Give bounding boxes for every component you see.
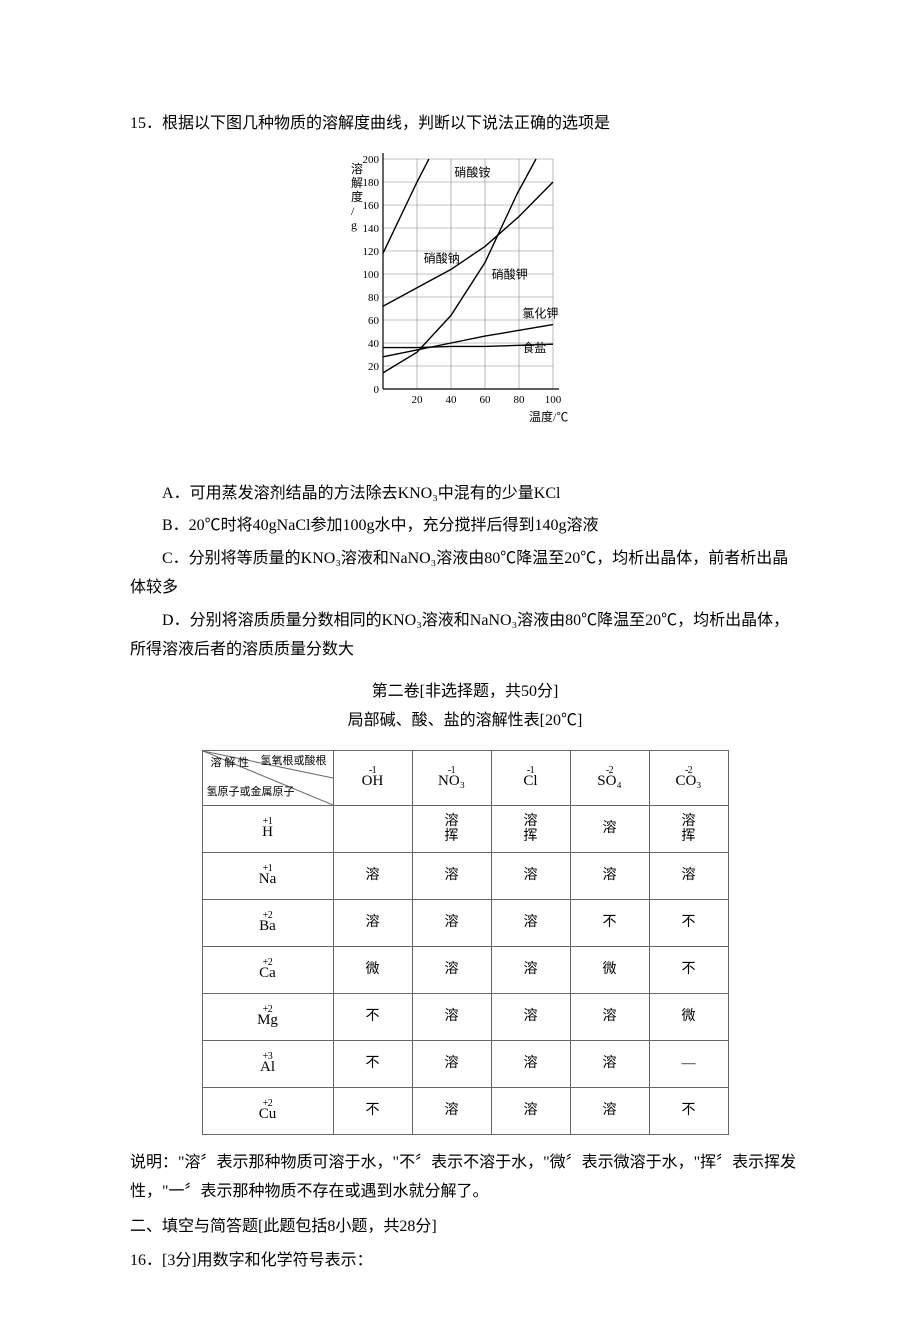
svg-text:0: 0 — [374, 384, 380, 396]
svg-text:120: 120 — [363, 246, 380, 258]
svg-text:100: 100 — [363, 269, 380, 281]
svg-text:/: / — [351, 204, 355, 218]
fill-section-heading: 二、填空与简答题[此题包括8小题，共28分] — [130, 1213, 800, 1242]
table-explain: 说明："溶〞表示那种物质可溶于水，"不〞表示不溶于水，"微〞表示微溶于水，"挥〞… — [130, 1149, 800, 1207]
svg-text:解: 解 — [351, 176, 363, 190]
svg-text:180: 180 — [363, 177, 380, 189]
svg-text:20: 20 — [368, 361, 380, 373]
svg-text:度: 度 — [351, 189, 363, 204]
svg-text:40: 40 — [368, 338, 380, 350]
svg-text:硝酸钠: 硝酸钠 — [424, 250, 460, 265]
svg-text:80: 80 — [368, 292, 380, 304]
q15-option-d: D．分别将溶质质量分数相同的KNO₃溶液和NaNO₃溶液由80℃降温至20℃，均… — [130, 607, 800, 665]
svg-text:80: 80 — [514, 394, 526, 406]
svg-text:200: 200 — [363, 154, 380, 166]
solubility-chart-container: 20 40 60 80 100 120 140 160 180 200 20 40 60 80 100 0 溶解… — [130, 149, 800, 460]
svg-text:40: 40 — [446, 394, 458, 406]
svg-text:g: g — [351, 218, 357, 232]
q15-number: 15 — [130, 115, 146, 132]
svg-text:160: 160 — [363, 200, 380, 212]
q15-option-c: C．分别将等质量的KNO₃溶液和NaNO₃溶液由80℃降温至20℃，均析出晶体，… — [130, 545, 800, 603]
section2-subtitle: 局部碱、酸、盐的溶解性表[20℃] — [130, 707, 800, 736]
q15-stem-text: ．根据以下图几种物质的溶解度曲线，判断以下说法正确的选项是 — [146, 115, 610, 132]
svg-text:温度/℃: 温度/℃ — [529, 409, 568, 424]
q15-option-b: B．20℃时将40gNaCl参加100g水中，充分搅拌后得到140g溶液 — [130, 512, 800, 541]
svg-text:60: 60 — [368, 315, 380, 327]
solubility-chart: 20 40 60 80 100 120 140 160 180 200 20 40 60 80 100 0 溶解… — [335, 149, 595, 449]
q16-stem: 16．[3分]用数字和化学符号表示： — [130, 1247, 800, 1276]
svg-text:硝酸铵: 硝酸铵 — [454, 164, 490, 179]
section2-title: 第二卷[非选择题，共50分] — [130, 678, 800, 707]
svg-text:100: 100 — [545, 394, 562, 406]
q15-option-a: A．可用蒸发溶剂结晶的方法除去KNO₃中混有的少量KCl — [130, 480, 800, 509]
svg-text:食盐: 食盐 — [522, 340, 546, 355]
svg-text:溶: 溶 — [351, 161, 363, 176]
solubility-table: 溶 解 性氢氧根或酸根氢原子或金属原子-1OH-1NO₃-1Cl-2SO₄-2C… — [202, 750, 729, 1135]
svg-text:20: 20 — [412, 394, 424, 406]
svg-text:氯化钾: 氯化钾 — [522, 306, 558, 320]
svg-text:硝酸钾: 硝酸钾 — [492, 266, 528, 281]
svg-text:140: 140 — [363, 223, 380, 235]
svg-text:60: 60 — [480, 394, 492, 406]
q15-stem: 15．根据以下图几种物质的溶解度曲线，判断以下说法正确的选项是 — [130, 110, 800, 139]
